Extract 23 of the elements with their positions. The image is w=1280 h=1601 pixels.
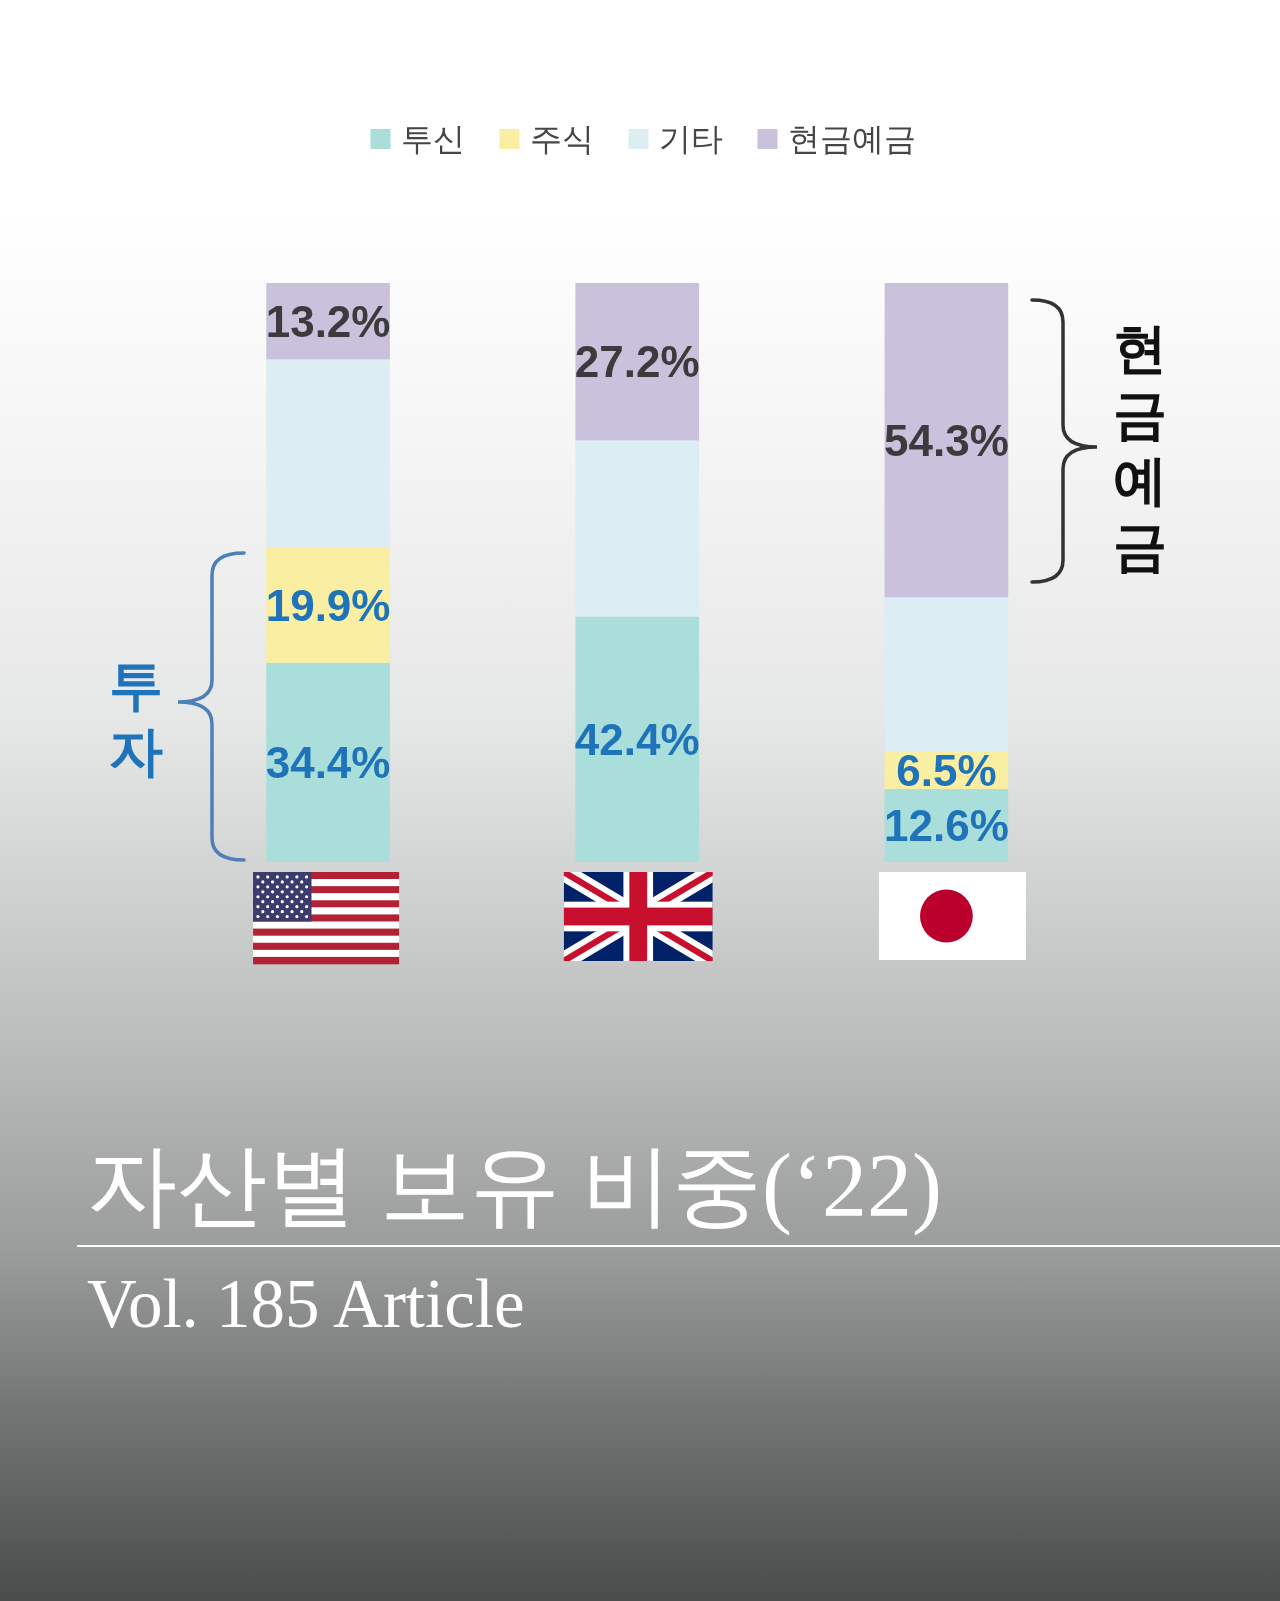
bar: [884, 283, 1009, 598]
data-label: 6.5%: [896, 745, 997, 795]
data-label: 34.4%: [265, 737, 391, 787]
data-label: 42.4%: [574, 714, 700, 764]
legend-label: 기타: [658, 121, 723, 157]
text: 현금예금: [1113, 318, 1167, 576]
legend-label: 투신: [400, 121, 465, 157]
bar: [575, 440, 700, 617]
text: 자산별 보유 비중(‘22): [87, 1136, 942, 1236]
data-label: 13.2%: [265, 296, 391, 346]
bar: [266, 662, 390, 862]
data-label: 19.9%: [265, 580, 391, 630]
legend-label: 현금예금: [787, 121, 916, 157]
data-label: 12.6%: [884, 801, 1009, 851]
bar: [575, 616, 700, 862]
data-label: 54.3%: [884, 415, 1009, 465]
bar: [884, 597, 1009, 752]
legend-label: 주식: [529, 121, 594, 157]
text: Vol. 185 Article: [87, 1266, 525, 1342]
bar: [266, 359, 390, 548]
data-label: 27.2%: [574, 337, 700, 387]
bar: [575, 283, 700, 441]
text: 투자: [109, 655, 163, 781]
